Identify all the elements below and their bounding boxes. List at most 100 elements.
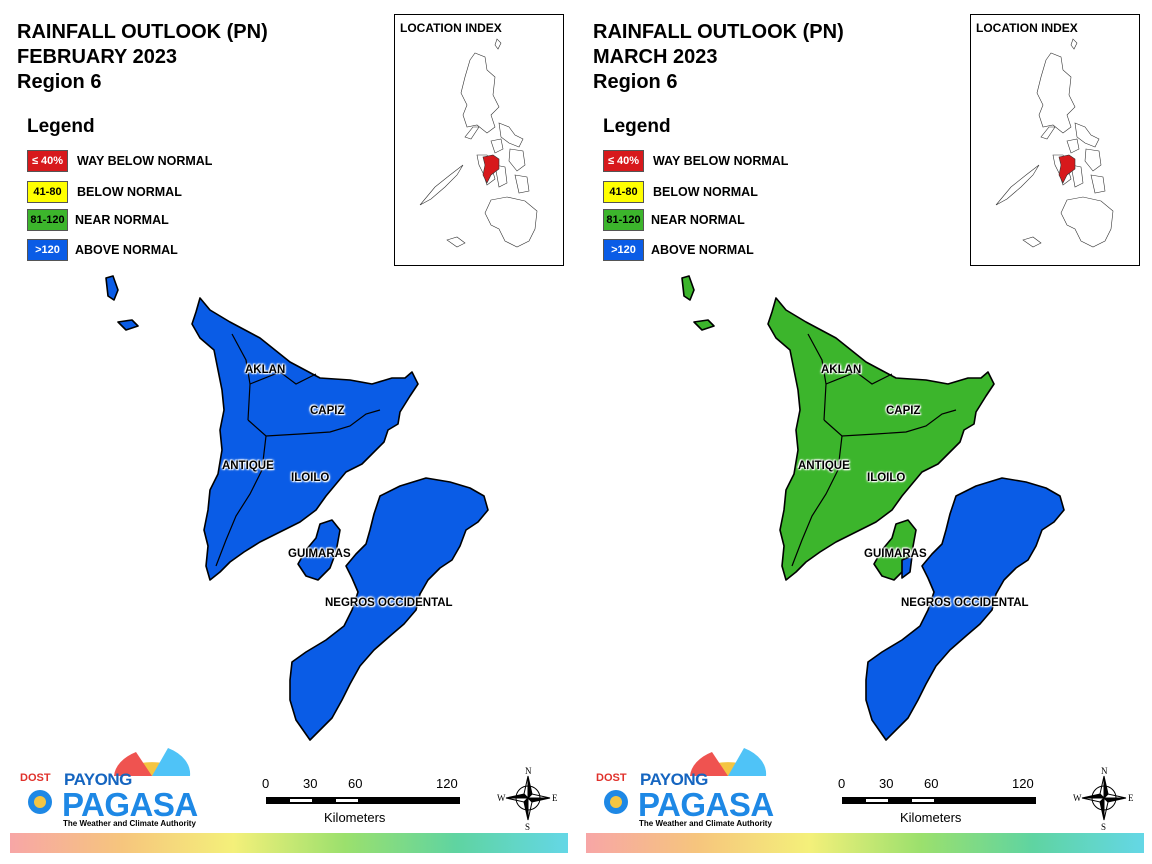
border-aklan-capiz xyxy=(249,371,317,385)
province-label-capiz: CAPIZ xyxy=(310,405,345,417)
region6-map xyxy=(681,275,1065,741)
island-guimaras xyxy=(297,519,341,581)
logo-dost: DOST xyxy=(596,772,627,784)
legend-swatch-above: >120 xyxy=(27,239,68,261)
title-line-2: FEBRUARY 2023 xyxy=(17,46,178,68)
province-label-iloilo: ILOILO xyxy=(291,472,330,484)
border-aklan-capiz xyxy=(825,371,893,385)
legend-label-near: NEAR NORMAL xyxy=(651,213,745,227)
province-label-negros-occidental: NEGROS OCCIDENTAL xyxy=(901,597,1029,609)
logo-pagasa: PAGASA xyxy=(638,786,774,823)
logo-payong: PAYONG xyxy=(64,770,132,789)
scale-tick-60: 60 xyxy=(348,776,363,791)
compass-n: N xyxy=(1101,766,1108,776)
legend-label-way-below: WAY BELOW NORMAL xyxy=(653,154,789,168)
legend-swatch-way-below: ≤ 40% xyxy=(603,150,644,172)
compass-n: N xyxy=(525,766,532,776)
scale-tick-30: 30 xyxy=(303,776,318,791)
scale-tick-30: 30 xyxy=(879,776,894,791)
legend-swatch-below: 41-80 xyxy=(603,181,644,203)
scale-bar: 0 30 60 120 Kilometers xyxy=(258,776,468,828)
title-line-3: Region 6 xyxy=(17,71,102,93)
map-title: RAINFALL OUTLOOK (PN) MARCH 2023 Region … xyxy=(593,20,844,95)
compass-w: W xyxy=(497,793,506,803)
compass-s: S xyxy=(1101,822,1106,832)
legend-label-way-below: WAY BELOW NORMAL xyxy=(77,154,213,168)
compass-w: W xyxy=(1073,793,1082,803)
island-boracay xyxy=(681,275,695,301)
province-label-aklan: AKLAN xyxy=(245,364,286,376)
legend-swatch-near: 81-120 xyxy=(603,209,644,231)
region6-map xyxy=(105,275,489,741)
guimaras-above-normal-patch xyxy=(901,555,913,579)
color-strip xyxy=(586,833,1144,853)
location-index-inset: LOCATION INDEX xyxy=(394,14,564,266)
border-antique-iloilo xyxy=(791,435,843,567)
scale-unit: Kilometers xyxy=(324,810,386,825)
outlook-panel-march: RAINFALL OUTLOOK (PN) MARCH 2023 Region … xyxy=(576,0,1152,864)
philippines-outline-map xyxy=(995,38,1114,248)
province-label-iloilo: ILOILO xyxy=(867,472,906,484)
scale-tick-0: 0 xyxy=(838,776,846,791)
legend-swatch-below: 41-80 xyxy=(27,181,68,203)
logo-tagline: The Weather and Climate Authority xyxy=(639,819,772,828)
title-line-1: RAINFALL OUTLOOK (PN) xyxy=(593,21,844,43)
color-strip xyxy=(10,833,568,853)
province-label-capiz: CAPIZ xyxy=(886,405,921,417)
legend-title: Legend xyxy=(27,116,95,137)
scale-bar-graphic xyxy=(842,797,1036,804)
title-line-1: RAINFALL OUTLOOK (PN) xyxy=(17,21,268,43)
island-boracay xyxy=(105,275,119,301)
island-panay xyxy=(767,297,995,581)
border-aklan-antique xyxy=(807,333,827,421)
legend-label-below: BELOW NORMAL xyxy=(653,185,758,199)
province-label-aklan: AKLAN xyxy=(821,364,862,376)
north-arrow-compass-icon: N S W E xyxy=(497,766,558,832)
scale-tick-60: 60 xyxy=(924,776,939,791)
province-label-negros-occidental: NEGROS OCCIDENTAL xyxy=(325,597,453,609)
compass-s: S xyxy=(525,822,530,832)
logo-tagline: The Weather and Climate Authority xyxy=(63,819,196,828)
legend-swatch-above: >120 xyxy=(603,239,644,261)
legend-label-above: ABOVE NORMAL xyxy=(75,243,178,257)
border-aklan-antique xyxy=(231,333,251,421)
island-negros xyxy=(289,477,489,741)
map-title: RAINFALL OUTLOOK (PN) FEBRUARY 2023 Regi… xyxy=(17,20,268,95)
scale-tick-120: 120 xyxy=(436,776,458,791)
pagasa-logo-graphic xyxy=(28,748,191,814)
scale-unit: Kilometers xyxy=(900,810,962,825)
border-antique-iloilo xyxy=(215,435,267,567)
logo-dost: DOST xyxy=(20,772,51,784)
title-line-3: Region 6 xyxy=(593,71,678,93)
legend-label-above: ABOVE NORMAL xyxy=(651,243,754,257)
philippines-outline-map xyxy=(419,38,538,248)
north-arrow-compass-icon: N S W E xyxy=(1073,766,1134,832)
legend-swatch-near: 81-120 xyxy=(27,209,68,231)
compass-e: E xyxy=(1128,793,1134,803)
location-index-inset: LOCATION INDEX xyxy=(970,14,1140,266)
outlook-panel-february: RAINFALL OUTLOOK (PN) FEBRUARY 2023 Regi… xyxy=(10,14,568,853)
inset-highlight-region6 xyxy=(1058,154,1076,184)
scale-tick-0: 0 xyxy=(262,776,270,791)
province-label-guimaras: GUIMARAS xyxy=(288,548,351,560)
island-small xyxy=(693,319,715,331)
inset-highlight-region6 xyxy=(482,154,500,184)
province-label-antique: ANTIQUE xyxy=(222,460,274,472)
inset-title: LOCATION INDEX xyxy=(400,21,502,35)
logo-pagasa: PAGASA xyxy=(62,786,198,823)
island-panay xyxy=(191,297,419,581)
province-label-antique: ANTIQUE xyxy=(798,460,850,472)
scale-bar: 0 30 60 120 Kilometers xyxy=(834,776,1044,828)
island-small xyxy=(117,319,139,331)
legend-label-below: BELOW NORMAL xyxy=(77,185,182,199)
legend-label-near: NEAR NORMAL xyxy=(75,213,169,227)
scale-tick-120: 120 xyxy=(1012,776,1034,791)
legend-title: Legend xyxy=(603,116,671,137)
inset-title: LOCATION INDEX xyxy=(976,21,1078,35)
province-label-guimaras: GUIMARAS xyxy=(864,548,927,560)
legend-swatch-way-below: ≤ 40% xyxy=(27,150,68,172)
logo-payong: PAYONG xyxy=(640,770,708,789)
scale-bar-graphic xyxy=(266,797,460,804)
island-negros xyxy=(865,477,1065,741)
title-line-2: MARCH 2023 xyxy=(593,46,718,68)
